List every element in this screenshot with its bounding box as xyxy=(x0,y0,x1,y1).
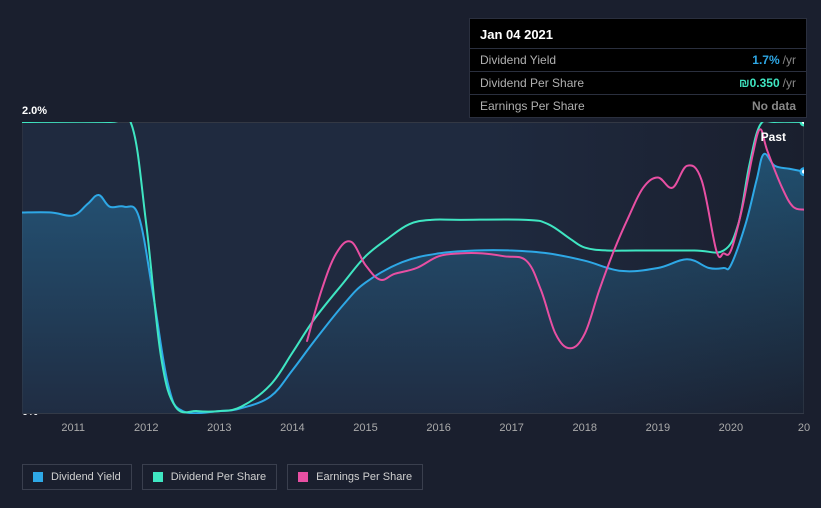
x-axis-tick-label: 2017 xyxy=(499,422,523,434)
tooltip-row-value: 1.7%/yr xyxy=(752,53,796,67)
y-axis-label-max: 2.0% xyxy=(22,105,47,117)
tooltip-row-label: Dividend Yield xyxy=(480,53,752,67)
x-axis-tick-label: 2020 xyxy=(719,422,743,434)
tooltip-row: Dividend Per Share₪0.350/yr xyxy=(470,71,806,94)
legend-item[interactable]: Earnings Per Share xyxy=(287,464,423,490)
legend-swatch xyxy=(153,472,163,482)
past-label: Past xyxy=(761,130,786,144)
legend-item[interactable]: Dividend Yield xyxy=(22,464,132,490)
legend-item[interactable]: Dividend Per Share xyxy=(142,464,277,490)
chart-tooltip: Jan 04 2021 Dividend Yield1.7%/yrDividen… xyxy=(469,18,807,118)
x-axis-tick-label: 2019 xyxy=(646,422,670,434)
x-axis-tick-label: 2016 xyxy=(426,422,450,434)
x-axis-tick-label: 2018 xyxy=(572,422,596,434)
tooltip-row-value: No data xyxy=(752,99,796,113)
x-axis-tick-label: 2014 xyxy=(280,422,304,434)
legend-label: Dividend Per Share xyxy=(171,471,266,483)
x-axis-tick-label: 2013 xyxy=(207,422,231,434)
tooltip-date: Jan 04 2021 xyxy=(470,19,806,48)
x-axis-tick-label: 20 xyxy=(798,422,810,434)
tooltip-row-label: Earnings Per Share xyxy=(480,99,752,113)
x-axis-tick-label: 2011 xyxy=(61,422,85,434)
x-axis: 2011 2012 2013 2014 2015 2016 2017 2018 2019 2020… xyxy=(22,422,804,442)
x-axis-tick-label: 2015 xyxy=(353,422,377,434)
x-axis-tick-label: 2012 xyxy=(134,422,158,434)
legend-swatch xyxy=(33,472,43,482)
tooltip-row-label: Dividend Per Share xyxy=(480,76,739,90)
legend-swatch xyxy=(298,472,308,482)
chart-legend: Dividend Yield Dividend Per Share Earnings… xyxy=(22,464,423,490)
legend-label: Dividend Yield xyxy=(51,471,121,483)
tooltip-row: Dividend Yield1.7%/yr xyxy=(470,48,806,71)
tooltip-row: Earnings Per ShareNo data xyxy=(470,94,806,117)
chart-plot-area: Past xyxy=(22,122,804,414)
legend-label: Earnings Per Share xyxy=(316,471,412,483)
tooltip-row-value: ₪0.350/yr xyxy=(739,76,796,90)
